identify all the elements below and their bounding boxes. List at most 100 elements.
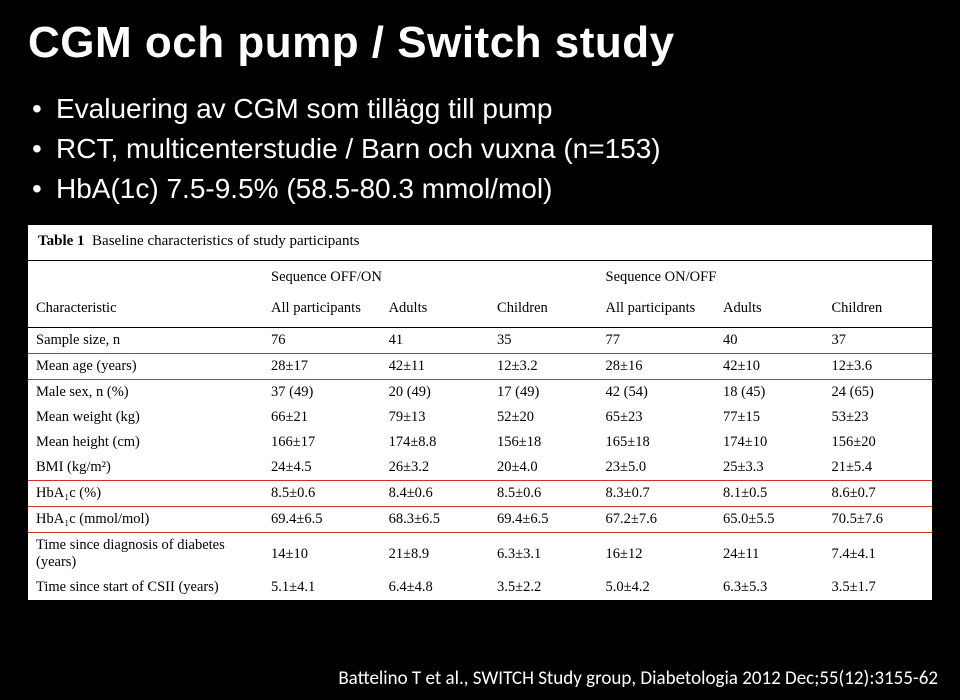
cell: 28±17 [263, 354, 381, 380]
cell: 52±20 [489, 405, 597, 430]
cell: 12±3.2 [489, 354, 597, 380]
cell: 21±5.4 [823, 455, 932, 481]
citation: Battelino T et al., SWITCH Study group, … [338, 667, 938, 690]
row-label: BMI (kg/m²) [28, 455, 263, 481]
cell: 42±11 [381, 354, 489, 380]
row-label: Time since start of CSII (years) [28, 575, 263, 601]
cell: 21±8.9 [381, 533, 489, 576]
col-header: Characteristic [28, 296, 263, 328]
group-header: Sequence ON/OFF [598, 261, 933, 297]
cell: 3.5±1.7 [823, 575, 932, 601]
slide-title: CGM och pump / Switch study [28, 18, 932, 68]
cell: 7.4±4.1 [823, 533, 932, 576]
cell: 17 (49) [489, 380, 597, 406]
cell: 28±16 [598, 354, 716, 380]
bullet-item: Evaluering av CGM som tillägg till pump [28, 90, 932, 128]
cell: 156±20 [823, 430, 932, 455]
cell: 69.4±6.5 [263, 507, 381, 533]
cell: 69.4±6.5 [489, 507, 597, 533]
cell: 77±15 [715, 405, 823, 430]
cell: 8.6±0.7 [823, 481, 932, 507]
table-row: Time since start of CSII (years)5.1±4.16… [28, 575, 932, 601]
bullet-item: RCT, multicenterstudie / Barn och vuxna … [28, 130, 932, 168]
cell: 26±3.2 [381, 455, 489, 481]
cell: 53±23 [823, 405, 932, 430]
cell: 5.1±4.1 [263, 575, 381, 601]
table-row: HbA₁c (mmol/mol)69.4±6.568.3±6.569.4±6.5… [28, 507, 932, 533]
cell: 41 [381, 328, 489, 354]
row-label: HbA₁c (mmol/mol) [28, 507, 263, 533]
cell: 35 [489, 328, 597, 354]
bullet-item: HbA(1c) 7.5-9.5% (58.5-80.3 mmol/mol) [28, 170, 932, 208]
cell: 18 (45) [715, 380, 823, 406]
cell: 165±18 [598, 430, 716, 455]
caption-label: Table 1 [38, 233, 85, 249]
table-row: Mean age (years)28±1742±1112±3.228±1642±… [28, 354, 932, 380]
table-row: HbA₁c (%)8.5±0.68.4±0.68.5±0.68.3±0.78.1… [28, 481, 932, 507]
cell: 66±21 [263, 405, 381, 430]
table-row: BMI (kg/m²)24±4.526±3.220±4.023±5.025±3.… [28, 455, 932, 481]
cell: 76 [263, 328, 381, 354]
cell: 68.3±6.5 [381, 507, 489, 533]
table-row: Male sex, n (%)37 (49)20 (49)17 (49)42 (… [28, 380, 932, 406]
cell: 8.5±0.6 [489, 481, 597, 507]
row-label: Time since diagnosis of diabetes (years) [28, 533, 263, 576]
col-header: Children [823, 296, 932, 328]
col-header: All participants [598, 296, 716, 328]
cell: 40 [715, 328, 823, 354]
cell: 166±17 [263, 430, 381, 455]
cell: 20 (49) [381, 380, 489, 406]
cell: 79±13 [381, 405, 489, 430]
cell: 24±11 [715, 533, 823, 576]
cell: 8.3±0.7 [598, 481, 716, 507]
cell: 37 (49) [263, 380, 381, 406]
row-label: Mean height (cm) [28, 430, 263, 455]
cell: 65.0±5.5 [715, 507, 823, 533]
baseline-table: Sequence OFF/ON Sequence ON/OFF Characte… [28, 260, 932, 601]
cell: 14±10 [263, 533, 381, 576]
column-header-row: Characteristic All participants Adults C… [28, 296, 932, 328]
table-row: Sample size, n764135774037 [28, 328, 932, 354]
cell: 8.4±0.6 [381, 481, 489, 507]
cell: 8.5±0.6 [263, 481, 381, 507]
caption-text: Baseline characteristics of study partic… [92, 233, 359, 249]
group-header: Sequence OFF/ON [263, 261, 597, 297]
cell: 24±4.5 [263, 455, 381, 481]
cell: 23±5.0 [598, 455, 716, 481]
cell: 77 [598, 328, 716, 354]
table-row: Mean height (cm)166±17174±8.8156±18165±1… [28, 430, 932, 455]
cell: 8.1±0.5 [715, 481, 823, 507]
cell: 6.3±3.1 [489, 533, 597, 576]
table-caption: Table 1 Baseline characteristics of stud… [28, 225, 932, 260]
group-header-row: Sequence OFF/ON Sequence ON/OFF [28, 261, 932, 297]
cell: 65±23 [598, 405, 716, 430]
table-row: Time since diagnosis of diabetes (years)… [28, 533, 932, 576]
cell: 16±12 [598, 533, 716, 576]
cell: 67.2±7.6 [598, 507, 716, 533]
cell: 42±10 [715, 354, 823, 380]
cell: 174±10 [715, 430, 823, 455]
row-label: Mean weight (kg) [28, 405, 263, 430]
col-header: Adults [381, 296, 489, 328]
cell: 70.5±7.6 [823, 507, 932, 533]
row-label: HbA₁c (%) [28, 481, 263, 507]
cell: 12±3.6 [823, 354, 932, 380]
cell: 3.5±2.2 [489, 575, 597, 601]
row-label: Male sex, n (%) [28, 380, 263, 406]
cell: 24 (65) [823, 380, 932, 406]
cell: 5.0±4.2 [598, 575, 716, 601]
table-container: Table 1 Baseline characteristics of stud… [28, 225, 932, 601]
col-header: All participants [263, 296, 381, 328]
cell: 42 (54) [598, 380, 716, 406]
col-header: Adults [715, 296, 823, 328]
bullet-list: Evaluering av CGM som tillägg till pump … [28, 90, 932, 207]
cell: 6.4±4.8 [381, 575, 489, 601]
cell: 6.3±5.3 [715, 575, 823, 601]
cell: 156±18 [489, 430, 597, 455]
row-label: Sample size, n [28, 328, 263, 354]
table-row: Mean weight (kg)66±2179±1352±2065±2377±1… [28, 405, 932, 430]
cell: 37 [823, 328, 932, 354]
cell: 25±3.3 [715, 455, 823, 481]
row-label: Mean age (years) [28, 354, 263, 380]
cell: 174±8.8 [381, 430, 489, 455]
